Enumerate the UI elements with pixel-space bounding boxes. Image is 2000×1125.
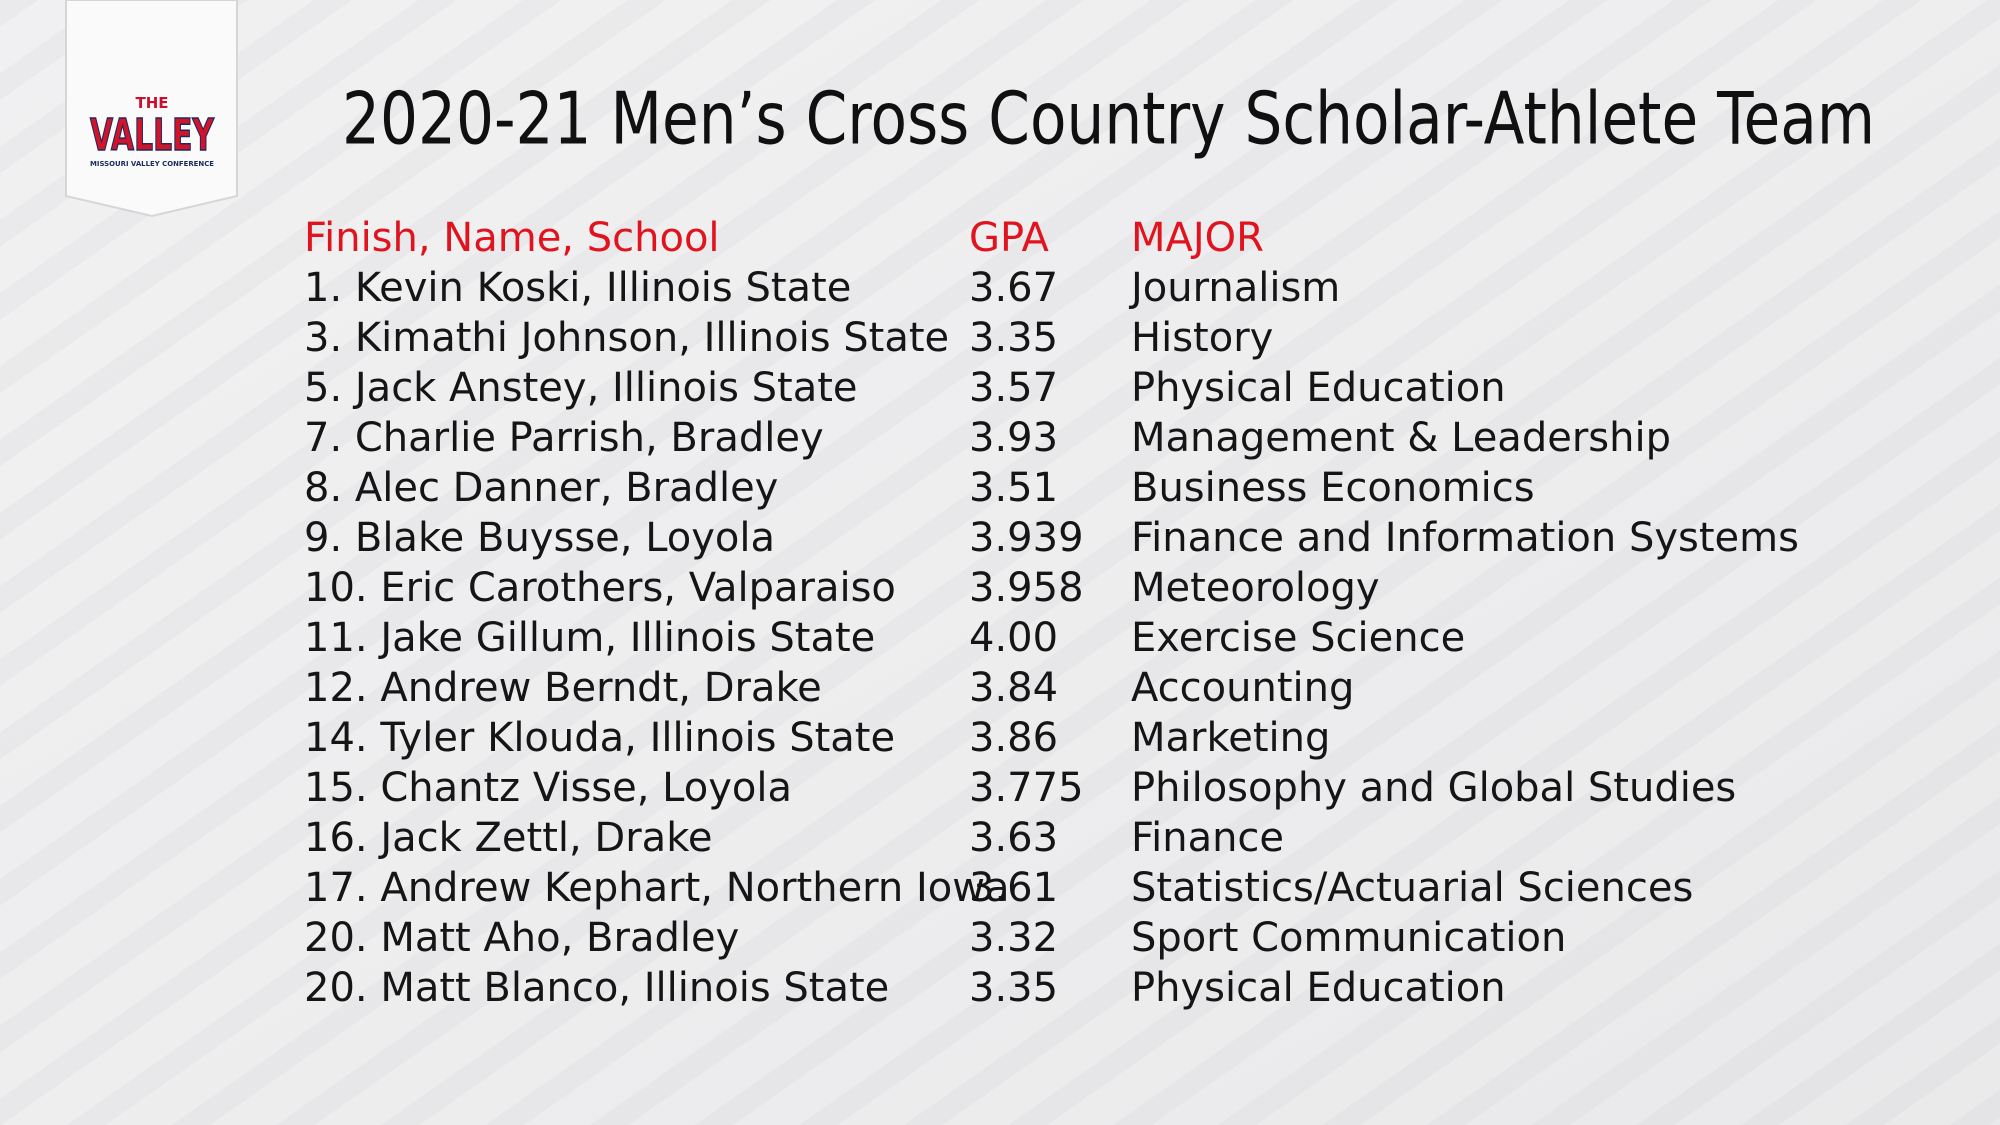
- name-cell: 3. Kimathi Johnson, Illinois State: [304, 315, 949, 361]
- gpa-cell: 3.61: [969, 865, 1058, 911]
- gpa-cell: 3.63: [969, 815, 1058, 861]
- logo-sub: MISSOURI VALLEY CONFERENCE: [90, 160, 214, 168]
- name-cell: 1. Kevin Koski, Illinois State: [304, 265, 851, 311]
- major-cell: Meteorology: [1131, 565, 1380, 611]
- major-cell: Accounting: [1131, 665, 1354, 711]
- name-cell: 8. Alec Danner, Bradley: [304, 465, 778, 511]
- logo-top: THE: [135, 94, 168, 112]
- gpa-cell: 3.775: [969, 765, 1084, 811]
- name-cell: 20. Matt Blanco, Illinois State: [304, 965, 889, 1011]
- name-cell: 11. Jake Gillum, Illinois State: [304, 615, 875, 661]
- gpa-cell: 3.958: [969, 565, 1084, 611]
- gpa-cell: 3.35: [969, 965, 1058, 1011]
- header-cell: GPA: [969, 215, 1050, 261]
- gpa-cell: 3.939: [969, 515, 1084, 561]
- major-cell: Physical Education: [1131, 365, 1506, 411]
- major-cell: Physical Education: [1131, 965, 1506, 1011]
- name-cell: 20. Matt Aho, Bradley: [304, 915, 739, 961]
- major-cell: Statistics/Actuarial Sciences: [1131, 865, 1693, 911]
- gpa-cell: 3.84: [969, 665, 1058, 711]
- major-cell: Journalism: [1128, 265, 1340, 311]
- major-cell: Finance: [1131, 815, 1284, 861]
- logo-pennant: [65, 0, 238, 218]
- title: 2020-21 Men’s Cross Country Scholar-Athl…: [342, 77, 1875, 161]
- logo: THE VALLEY MISSOURI VALLEY CONFERENCE: [65, 0, 238, 218]
- name-cell: 5. Jack Anstey, Illinois State: [304, 365, 858, 411]
- name-cell: 10. Eric Carothers, Valparaiso: [304, 565, 896, 611]
- gpa-cell: 3.67: [969, 265, 1058, 311]
- name-cell: 12. Andrew Berndt, Drake: [304, 665, 822, 711]
- table: Finish, Name, School GPA MAJOR 1. Kevin Kos…: [304, 215, 1799, 1011]
- gpa-cell: 4.00: [969, 615, 1058, 661]
- gpa-cell: 3.57: [969, 365, 1058, 411]
- logo-main: VALLEY: [90, 110, 215, 161]
- name-cell: 15. Chantz Visse, Loyola: [304, 765, 792, 811]
- gpa-cell: 3.86: [969, 715, 1058, 761]
- major-cell: Management & Leadership: [1131, 415, 1671, 461]
- gpa-cell: 3.35: [969, 315, 1058, 361]
- name-cell: 17. Andrew Kephart, Northern Iowa: [304, 865, 1010, 911]
- major-cell: Exercise Science: [1131, 615, 1465, 661]
- name-cell: 16. Jack Zettl, Drake: [304, 815, 713, 861]
- gpa-cell: 3.32: [969, 915, 1058, 961]
- name-cell: 14. Tyler Klouda, Illinois State: [304, 715, 895, 761]
- major-cell: Philosophy and Global Studies: [1131, 765, 1736, 811]
- name-cell: 9. Blake Buysse, Loyola: [304, 515, 775, 561]
- major-cell: Sport Communication: [1131, 915, 1566, 961]
- header-cell: MAJOR: [1131, 215, 1264, 261]
- gpa-cell: 3.93: [969, 415, 1058, 461]
- header-cell: Finish, Name, School: [304, 215, 720, 261]
- major-cell: Finance and Information Systems: [1131, 515, 1799, 561]
- major-cell: Business Economics: [1131, 465, 1535, 511]
- major-cell: Marketing: [1131, 715, 1330, 761]
- gpa-cell: 3.51: [969, 465, 1058, 511]
- name-cell: 7. Charlie Parrish, Bradley: [304, 415, 824, 461]
- major-cell: History: [1131, 315, 1273, 361]
